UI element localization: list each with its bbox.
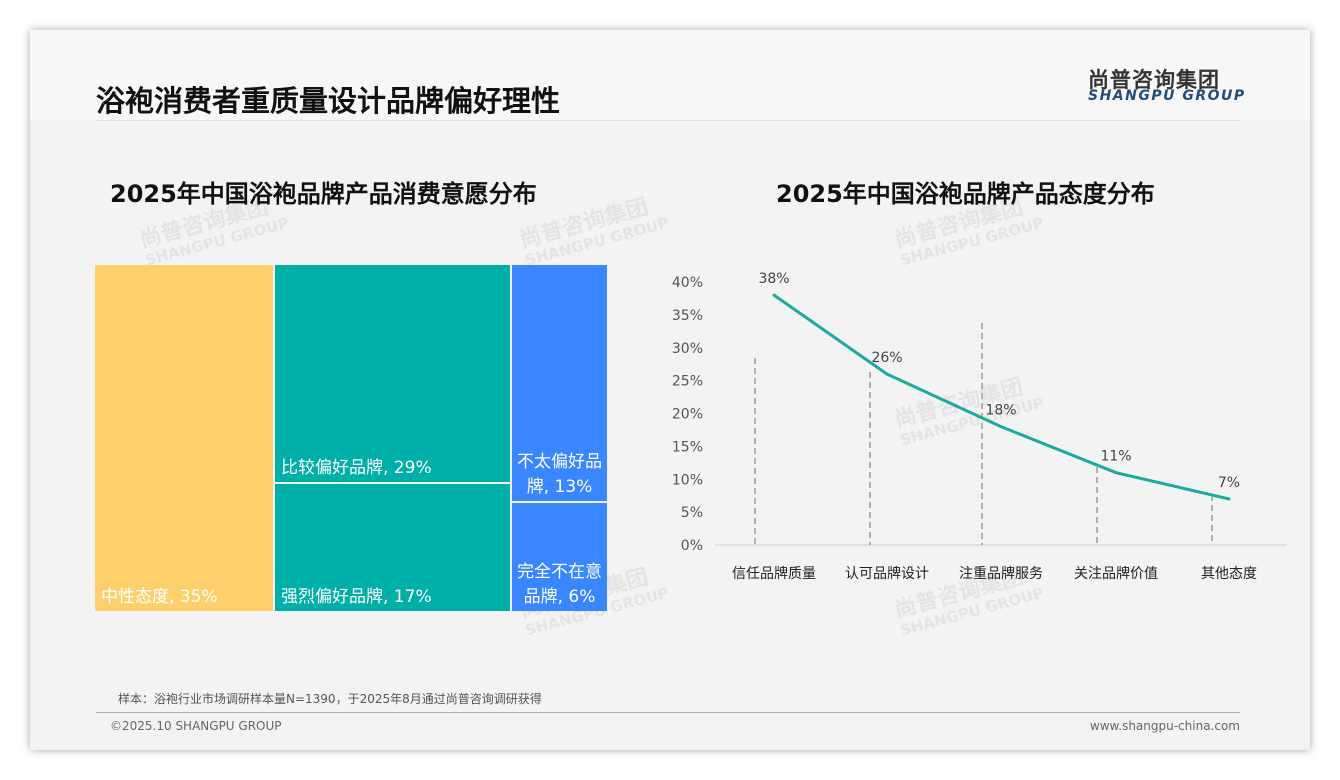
treemap-title: 2025年中国浴袍品牌产品消费意愿分布	[110, 180, 537, 208]
copyright: ©2025.10 SHANGPU GROUP	[110, 719, 282, 733]
header-band	[30, 30, 1310, 120]
treemap-label: 不太偏好品牌, 13%	[517, 452, 602, 497]
treemap-label: 强烈偏好品牌, 17%	[281, 587, 432, 607]
divider	[96, 120, 1240, 121]
treemap-cell-strong: 强烈偏好品牌, 17%	[275, 484, 510, 611]
treemap-cell-less: 不太偏好品牌, 13%	[512, 265, 607, 501]
sample-note: 样本：浴袍行业市场调研样本量N=1390，于2025年8月通过尚普咨询调研获得	[118, 692, 542, 706]
website: www.shangpu-china.com	[1089, 719, 1240, 733]
slide: 浴袍消费者重质量设计品牌偏好理性 尚普咨询集团 SHANGPU GROUP 尚普…	[30, 30, 1310, 750]
treemap-label: 完全不在意品牌, 6%	[517, 562, 602, 607]
treemap-label: 比较偏好品牌, 29%	[281, 458, 432, 478]
logo-en: SHANGPU GROUP	[1088, 88, 1246, 104]
treemap-cell-prefer: 比较偏好品牌, 29%	[275, 265, 510, 482]
treemap-cell-neutral: 中性态度, 35%	[95, 265, 273, 611]
logo-cn: 尚普咨询集团	[1088, 68, 1220, 92]
treemap-label: 中性态度, 35%	[101, 587, 218, 607]
treemap-cell-none: 完全不在意品牌, 6%	[512, 503, 607, 611]
footer-divider	[96, 712, 1240, 713]
line-chart-title: 2025年中国浴袍品牌产品态度分布	[776, 180, 1155, 208]
page-title: 浴袍消费者重质量设计品牌偏好理性	[96, 84, 561, 118]
